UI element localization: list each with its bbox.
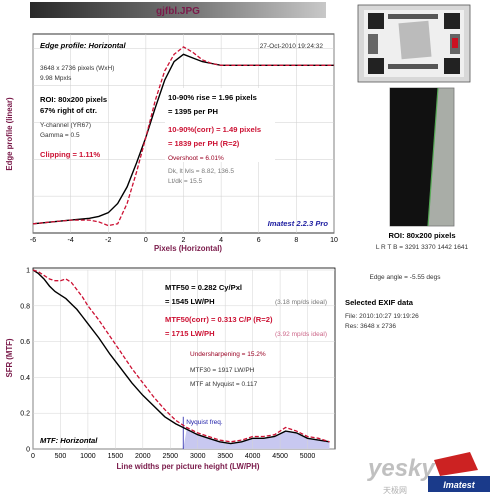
mtf-ylabel: SFR (MTF)	[5, 338, 14, 377]
nyquist-label: Nyquist freq.	[186, 419, 223, 426]
undersharpening: Undersharpening = 15.2%	[190, 351, 266, 358]
mtf-x-tick-label: 5000	[300, 453, 316, 460]
file-title: gjfbl.JPG	[156, 6, 200, 17]
mtf-y-tick-label: 0.4	[20, 375, 30, 382]
edge-x-tick-label: 0	[144, 237, 148, 244]
edge-xlabel: Pixels (Horizontal)	[154, 244, 222, 253]
mtf-ticks: 0 500 1000 1500 2000 2500 3000 3500 4000 4500 5000…	[20, 268, 315, 461]
watermark-text: yesky	[367, 455, 436, 482]
mtf-x-tick-label: 500	[55, 453, 67, 460]
edge-timestamp: 27-Oct-2010 19:24:32	[260, 43, 324, 50]
mtf-series	[32, 269, 330, 445]
logo-text: Imatest	[443, 480, 476, 490]
edge-x-tick-label: -4	[68, 237, 74, 244]
mtf-x-tick-label: 3000	[190, 453, 206, 460]
mtf50-lw: = 1545 LW/PH	[165, 297, 215, 306]
edge-series	[32, 46, 334, 227]
mtf50-corr: MTF50(corr) = 0.313 C/P (R=2)	[165, 315, 273, 324]
yesky-watermark: yesky 天极网 Imatest	[367, 452, 490, 495]
chart-thumbnail	[357, 4, 471, 83]
mtf-x-tick-label: 1000	[80, 453, 96, 460]
edge-roi: ROI: 80x200 pixels	[40, 95, 107, 104]
edge-gamma: Gamma = 0.5	[40, 132, 80, 139]
edge-x-tick-label: 2	[182, 237, 186, 244]
edge-rise: 10-90% rise = 1.96 pixels	[168, 93, 257, 102]
mtf-y-tick-label: 0	[26, 447, 30, 454]
edge-dk-lt: Dk, lt lvls = 8.82, 136.5	[168, 168, 234, 175]
mtf-series-measured	[32, 269, 330, 445]
edge-stats-box	[165, 88, 275, 162]
edge-rise-ph: = 1395 per PH	[168, 107, 218, 116]
edge-x-tick-label: -2	[105, 237, 111, 244]
edge-box-title: Edge profile: Horizontal	[40, 41, 127, 50]
mtf-x-tick-label: 4000	[245, 453, 261, 460]
watermark-sub: 天极网	[383, 485, 407, 495]
imatest-logo	[428, 476, 490, 492]
mtf-x-tick-label: 0	[31, 453, 35, 460]
mtf-y-tick-label: 0.6	[20, 339, 30, 346]
edge-x-tick-label: 10	[330, 237, 338, 244]
mtf30: MTF30 = 1917 LW/PH	[190, 367, 255, 374]
mtf-x-tick-label: 1500	[108, 453, 124, 460]
mtf-x-tick-label: 2000	[135, 453, 151, 460]
roi-title: ROI: 80x200 pixels	[388, 231, 455, 240]
mtf-plot-frame	[32, 267, 336, 450]
exif-res: Res: 3648 x 2736	[345, 323, 396, 330]
edge-x-tick-label: 8	[294, 237, 298, 244]
edge-chart: -6 -4 -2 0 2 4 6 8 10 Edge profile: Horizontal 2…	[5, 33, 338, 253]
mtf-x-tick-label: 3500	[217, 453, 233, 460]
mtf-box-title: MTF: Horizontal	[40, 436, 98, 445]
mtf-x-tick-label: 4500	[272, 453, 288, 460]
edge-info-1: 9.98 Mpxls	[40, 75, 72, 82]
mtf-nyquist-fill	[183, 429, 330, 449]
mtf-x-tick-label: 2500	[162, 453, 178, 460]
edge-rise-corr-ph: = 1839 per PH (R=2)	[168, 139, 240, 148]
edge-ylabel: Edge profile (linear)	[5, 97, 14, 171]
mtf-grid	[32, 269, 335, 450]
edge-x-tick-label: -6	[30, 237, 36, 244]
edge-angle: Edge angle = -5.55 degs	[369, 274, 441, 281]
edge-series-corrected	[32, 46, 334, 227]
mtf-xlabel: Line widths per picture height (LW/PH)	[117, 462, 260, 471]
edge-rise-corr: 10-90%(corr) = 1.49 pixels	[168, 125, 261, 134]
exif-file: File: 2010:10:27 19:19:26	[345, 313, 419, 320]
edge-roi-pos: 67% right of ctr.	[40, 106, 97, 115]
mtf50-corr-lw: = 1715 LW/PH	[165, 329, 215, 338]
logo-flag-icon	[434, 452, 478, 476]
exif-title: Selected EXIF data	[345, 298, 414, 307]
edge-lt-dk: Lt/dk = 15.5	[168, 178, 203, 185]
edge-x-tick-label: 4	[219, 237, 223, 244]
mtf50c-ideal: (3.92 mp/ds ideal)	[275, 331, 327, 338]
edge-x-ticks: -6 -4 -2 0 2 4 6 8 10	[30, 237, 338, 244]
mtf-y-tick-label: 1	[26, 268, 30, 275]
edge-clipping: Clipping = 1.11%	[40, 150, 100, 159]
mtf50-ideal: (3.18 mp/ds ideal)	[275, 299, 327, 306]
edge-overshoot: Overshoot = 6.01%	[168, 155, 224, 162]
roi-crop	[389, 87, 455, 227]
edge-channel: Y-channel (YR67)	[40, 122, 91, 129]
mtf-series-corrected	[32, 269, 330, 443]
edge-info-0: 3648 x 2736 pixels (WxH)	[40, 65, 114, 72]
mtf50: MTF50 = 0.282 Cy/Pxl	[165, 283, 242, 292]
imatest-version: Imatest 2.2.3 Pro	[268, 219, 329, 228]
mtf-y-tick-label: 0.2	[20, 411, 30, 418]
mtf-y-tick-label: 0.8	[20, 303, 30, 310]
mtf-nyquist: MTF at Nyquist = 0.117	[190, 381, 258, 388]
roi-lrtb: L R T B = 3291 3370 1442 1641	[376, 244, 469, 251]
edge-x-tick-label: 6	[257, 237, 261, 244]
mtf-chart: 0 500 1000 1500 2000 2500 3000 3500 4000 4500 5000…	[5, 267, 336, 471]
grayscale-strip	[30, 2, 326, 18]
